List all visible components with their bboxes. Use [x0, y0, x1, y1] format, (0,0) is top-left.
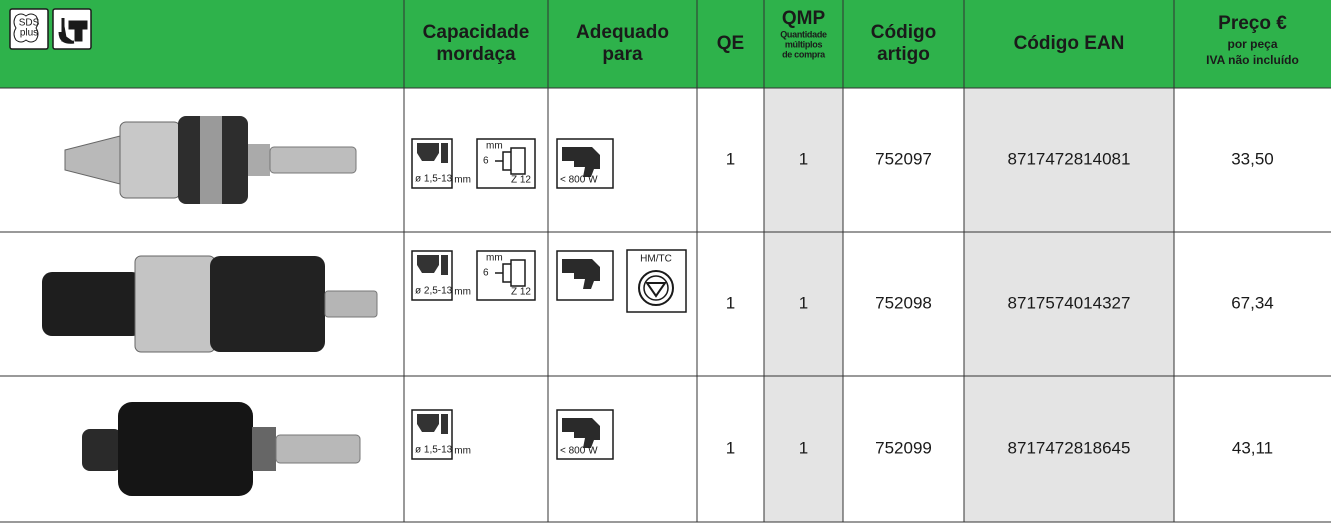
chuck-band — [200, 116, 222, 204]
header-sublabel: IVA não incluído — [1206, 53, 1299, 67]
cell-ean: 8717574014327 — [1008, 293, 1131, 312]
header-sublabel: por peça — [1227, 37, 1277, 51]
cell-ean: 8717472814081 — [1008, 149, 1131, 168]
header-sublabel: múltiplos — [785, 39, 823, 49]
gear-glyph — [495, 259, 526, 287]
chuck-unit: mm — [454, 446, 471, 457]
shaded-cell — [964, 376, 1174, 522]
shaded-cell — [964, 88, 1174, 232]
header-label: Código EAN — [1014, 33, 1125, 54]
cell-qe: 1 — [726, 438, 735, 457]
chuck-ring — [210, 256, 325, 352]
cell-ean: 8717472818645 — [1008, 438, 1131, 457]
shaded-cell — [764, 88, 843, 232]
tool-label: HM/TC — [640, 254, 672, 265]
header-label: para — [602, 44, 643, 65]
header-label: Código — [871, 22, 936, 43]
drill-machine — [562, 418, 600, 448]
cell-price: 43,11 — [1232, 438, 1273, 457]
cell-qmp: 1 — [799, 149, 808, 168]
sds-shank — [324, 290, 378, 318]
drill-machine — [562, 147, 600, 177]
depth-value: 6 — [483, 156, 489, 167]
header-label: QE — [717, 33, 744, 54]
header-label: mordaça — [436, 44, 516, 65]
chuck-shaft — [248, 144, 270, 176]
teeth: Z 12 — [511, 175, 531, 186]
cell-qmp: 1 — [799, 293, 808, 312]
header-sublabel: Quantidade — [780, 29, 827, 39]
chuck-range: ø 1,5-13 — [415, 445, 453, 456]
cell-code: 752099 — [875, 438, 932, 457]
chuck-body — [134, 255, 216, 353]
gear-glyph — [495, 147, 526, 175]
icon-box — [626, 249, 687, 313]
cell-qmp: 1 — [799, 438, 808, 457]
depth-unit: mm — [486, 141, 503, 152]
power: < 800 W — [560, 446, 598, 457]
sds-shank — [275, 434, 361, 464]
chuck-glyph — [417, 143, 448, 163]
chuck-glyph — [417, 255, 448, 275]
tool-tri — [645, 282, 667, 298]
cell-code: 752097 — [875, 149, 932, 168]
header-label: Capacidade — [423, 22, 530, 43]
cell-price: 67,34 — [1231, 293, 1274, 312]
shaded-cell — [764, 232, 843, 376]
shaded-cell — [764, 376, 843, 522]
chuck-nose — [82, 429, 122, 471]
chuck-sleeve — [118, 402, 253, 496]
chuck-tip — [64, 135, 121, 185]
cell-code: 752098 — [875, 293, 932, 312]
logo-text: plus — [20, 28, 38, 39]
cell-qe: 1 — [726, 293, 735, 312]
chuck-nose — [42, 272, 142, 336]
tool-circle — [638, 270, 674, 306]
hammer-icon — [58, 18, 88, 44]
tool-circle — [643, 275, 669, 301]
logo-text: SDS — [19, 18, 40, 29]
chuck-body — [119, 121, 181, 199]
chuck-collar — [252, 427, 276, 471]
teeth: Z 12 — [511, 287, 531, 298]
product-image — [42, 255, 378, 353]
depth-unit: mm — [486, 253, 503, 264]
chuck-unit: mm — [454, 287, 471, 298]
depth-value: 6 — [483, 268, 489, 279]
header-label: QMP — [782, 8, 826, 29]
chuck-unit: mm — [454, 175, 471, 186]
header-sublabel: de compra — [782, 49, 826, 59]
cell-qe: 1 — [726, 149, 735, 168]
chuck-range: ø 2,5-13 — [415, 286, 453, 297]
power: < 800 W — [560, 175, 598, 186]
shaded-cell — [964, 232, 1174, 376]
header-label: artigo — [877, 44, 930, 65]
cell-price: 33,50 — [1231, 149, 1274, 168]
product-image — [64, 116, 357, 204]
chuck-glyph — [417, 414, 448, 434]
sds-shank — [269, 146, 357, 174]
header-bg — [0, 0, 1331, 88]
product-image — [82, 402, 361, 496]
logo-box — [9, 8, 49, 50]
chuck-range: ø 1,5-13 — [415, 174, 453, 185]
logo-badge — [13, 13, 39, 43]
header-label: Preço € — [1218, 13, 1287, 34]
drill-machine — [562, 259, 600, 289]
header-label: Adequado — [576, 22, 669, 43]
